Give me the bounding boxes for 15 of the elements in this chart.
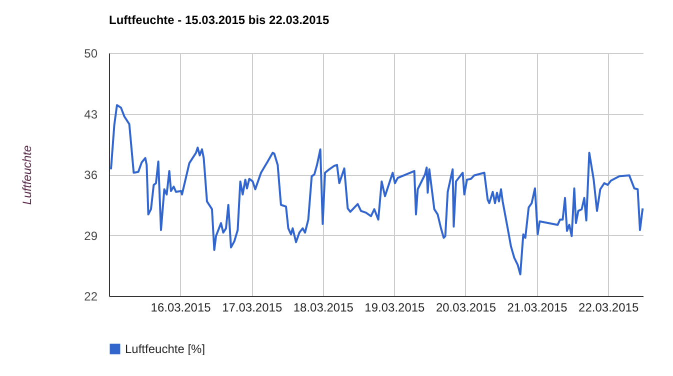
x-tick-label: 16.03.2015 — [150, 300, 212, 314]
y-tick-label: 43 — [84, 107, 98, 122]
x-tick-label: 20.03.2015 — [436, 300, 496, 314]
y-tick-label: 50 — [84, 46, 98, 60]
chart-title: Luftfeuchte - 15.03.2015 bis 22.03.2015 — [109, 13, 330, 27]
x-tick-label: 21.03.2015 — [507, 300, 568, 314]
y-tick-label: 22 — [84, 290, 98, 304]
y-tick-label: 36 — [84, 168, 98, 182]
y-axis-title: Luftfeuchte — [20, 144, 34, 205]
x-tick-label: 19.03.2015 — [364, 300, 426, 314]
line-series — [110, 104, 644, 276]
x-tick-label: 17.03.2015 — [222, 300, 282, 314]
y-tick-label: 29 — [84, 228, 98, 243]
x-tick-label: 18.03.2015 — [293, 300, 354, 314]
x-tick-label: 22.03.2015 — [578, 300, 639, 314]
